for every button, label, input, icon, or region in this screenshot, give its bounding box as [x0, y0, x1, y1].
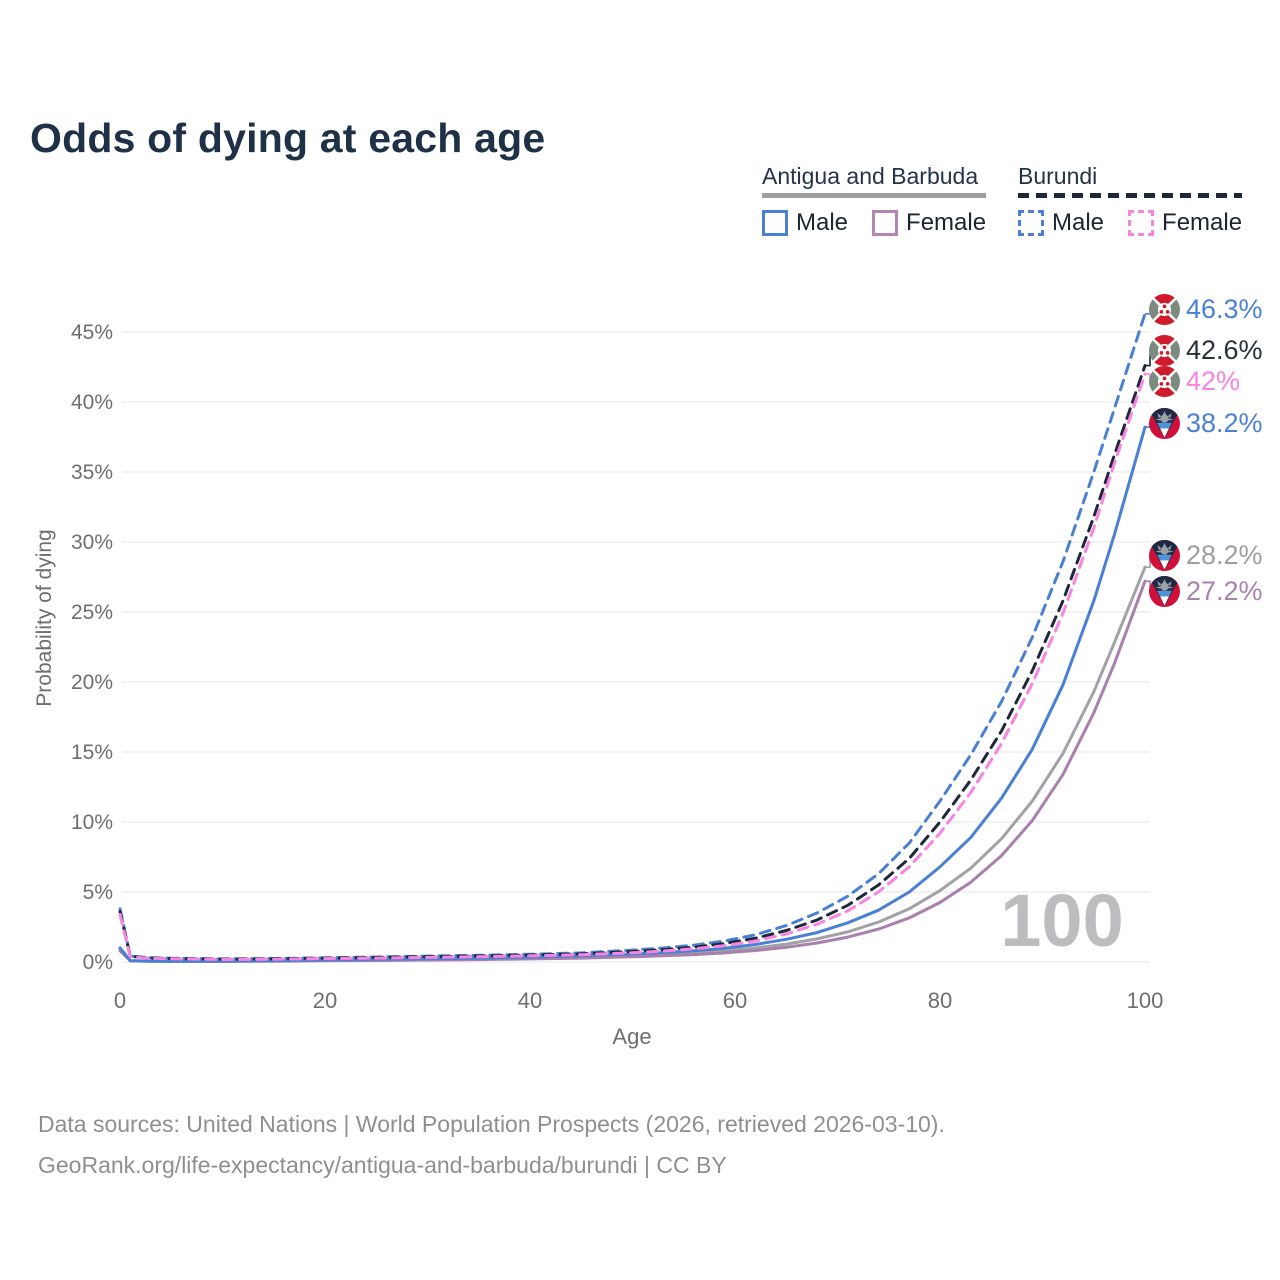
legend-item-label: Male: [796, 209, 849, 236]
y-axis-title: Probability of dying: [33, 529, 56, 707]
legend-item-antigua-female[interactable]: Female: [872, 209, 986, 237]
y-tick-label: 0%: [83, 951, 113, 974]
solid-line-style-sample: [762, 193, 987, 198]
burundi-flag-icon: [1149, 366, 1180, 397]
series-line-burundi-female[interactable]: [118, 372, 1147, 961]
y-tick-label: 35%: [71, 461, 113, 484]
footer: Data sources: United Nations | World Pop…: [38, 1104, 945, 1186]
female-solid-swatch-icon: [872, 210, 899, 236]
end-value-label: 28.2%: [1186, 540, 1263, 570]
antigua-and-barbuda-flag-icon: [1149, 576, 1180, 607]
legend-item-label: Male: [1052, 209, 1105, 236]
y-tick-label: 30%: [71, 531, 113, 554]
burundi-flag-icon: [1149, 335, 1180, 366]
y-tick-label: 15%: [71, 741, 113, 764]
legend-group-antigua-and-barbuda: Antigua and Barbuda Male Female: [762, 163, 987, 237]
legend-group-burundi: Burundi Male Female: [1018, 163, 1243, 237]
x-tick-label: 20: [313, 988, 337, 1013]
y-tick-label: 45%: [71, 321, 113, 344]
end-value-label: 46.3%: [1186, 294, 1263, 324]
antigua-and-barbuda-flag-icon: [1149, 408, 1180, 439]
series-line-antigua-female[interactable]: [118, 579, 1147, 963]
end-label-antigua-both: 28.2%: [1149, 540, 1263, 571]
end-value-label: 27.2%: [1186, 576, 1263, 606]
x-tick-label: 60: [723, 988, 747, 1013]
x-axis-title: Age: [612, 1024, 652, 1049]
y-tick-label: 5%: [83, 881, 113, 904]
legend-group-title-antigua[interactable]: Antigua and Barbuda: [762, 163, 979, 189]
dashed-line-style-sample: [1018, 193, 1243, 198]
male-dashed-swatch-icon: [1018, 210, 1044, 236]
end-label-antigua-male: 38.2%: [1149, 408, 1263, 439]
attribution-text: GeoRank.org/life-expectancy/antigua-and-…: [38, 1152, 727, 1178]
line-chart[interactable]: 0% 5% 10% 15% 20% 25% 30% 35% 40% 45% 0 20 40 60 80 100: [0, 0, 1280, 1080]
legend-item-burundi-female[interactable]: Female: [1128, 209, 1242, 237]
x-tick-label: 100: [1127, 988, 1164, 1013]
y-tick-label: 10%: [71, 811, 113, 834]
burundi-flag-icon: [1149, 294, 1180, 325]
male-solid-swatch-icon: [762, 210, 788, 236]
y-tick-label: 40%: [71, 391, 113, 414]
end-label-burundi-female: 42%: [1149, 366, 1240, 397]
antigua-and-barbuda-flag-icon: [1149, 540, 1180, 571]
x-tick-label: 0: [114, 988, 126, 1013]
end-value-label: 38.2%: [1186, 408, 1263, 438]
female-dashed-swatch-icon: [1128, 210, 1155, 236]
legend-item-label: Female: [906, 209, 987, 236]
y-tick-label: 20%: [71, 671, 113, 694]
x-tick-label: 80: [928, 988, 952, 1013]
x-tick-label: 40: [518, 988, 542, 1013]
end-label-burundi-male: 46.3%: [1149, 294, 1263, 325]
page-title: Odds of dying at each age: [30, 115, 546, 162]
end-label-antigua-female: 27.2%: [1149, 576, 1263, 607]
legend-group-title-burundi[interactable]: Burundi: [1018, 163, 1098, 189]
series-line-antigua-male[interactable]: [118, 425, 1147, 963]
legend-item-antigua-male[interactable]: Male: [762, 209, 848, 237]
series-line-burundi-male[interactable]: [118, 312, 1147, 961]
data-sources-text: Data sources: United Nations | World Pop…: [38, 1111, 945, 1137]
end-value-label: 42.6%: [1186, 335, 1263, 365]
legend-item-label: Female: [1162, 209, 1243, 236]
legend-item-burundi-male[interactable]: Male: [1018, 209, 1104, 237]
hovered-age-watermark: 100: [1000, 879, 1124, 962]
y-tick-label: 25%: [71, 601, 113, 624]
series-line-antigua-both[interactable]: [118, 565, 1147, 963]
series-line-burundi-both[interactable]: [118, 364, 1147, 961]
end-label-burundi-both: 42.6%: [1149, 335, 1263, 366]
end-value-label: 42%: [1186, 366, 1241, 396]
